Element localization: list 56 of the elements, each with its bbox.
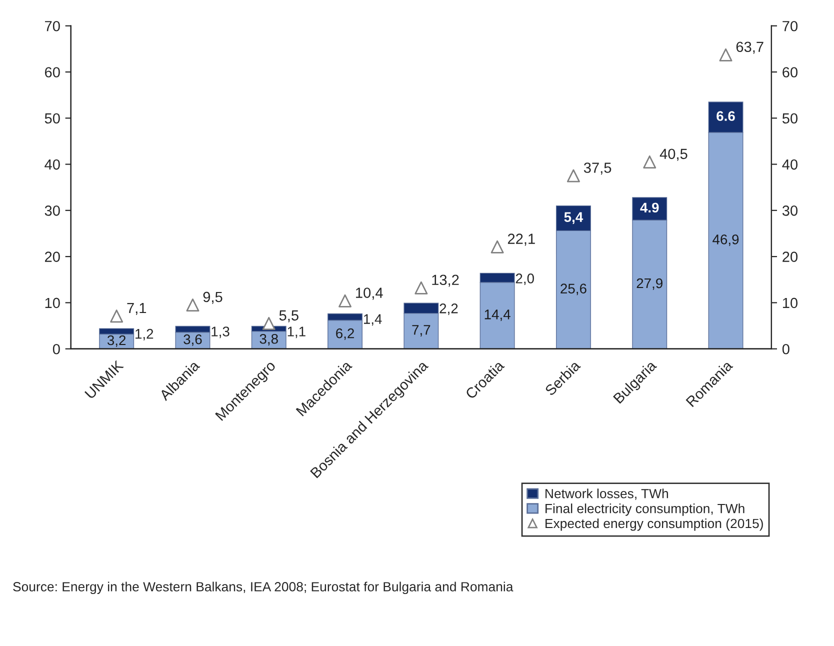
data-label: 7,7 bbox=[412, 325, 430, 336]
data-label: 3,8 bbox=[260, 334, 278, 346]
y-tick-label: 30 bbox=[44, 206, 60, 216]
data-label: 40,5 bbox=[660, 148, 688, 161]
data-label: 1,2 bbox=[136, 328, 154, 340]
data-label: 7,1 bbox=[127, 303, 146, 315]
y2-tick-label: 20 bbox=[782, 252, 798, 262]
data-label: 37,5 bbox=[584, 162, 612, 175]
y-tick-label: 70 bbox=[45, 20, 60, 32]
data-label: 14,4 bbox=[484, 310, 510, 321]
data-label: 2,0 bbox=[516, 274, 534, 286]
data-label: 1,3 bbox=[212, 326, 230, 338]
data-label: 22,1 bbox=[508, 234, 535, 246]
source-note: Source: Energy in the Western Balkans, IEA 2008; Eurostat for Bulgaria and Romania bbox=[13, 582, 514, 594]
data-label: 13,2 bbox=[432, 274, 459, 287]
y-tick-label: 20 bbox=[44, 252, 60, 262]
point bbox=[186, 298, 200, 312]
point bbox=[643, 155, 656, 168]
point bbox=[719, 48, 732, 62]
legend-label: Final electricity consumption, TWh bbox=[546, 504, 744, 516]
y2-tick-label: 30 bbox=[782, 206, 798, 216]
data-label: 5,5 bbox=[279, 310, 298, 322]
point bbox=[414, 281, 428, 294]
y2-tick-label: 0 bbox=[782, 344, 790, 354]
y2-tick-label: 40 bbox=[782, 159, 798, 170]
data-label: 1,4 bbox=[364, 314, 382, 326]
point bbox=[490, 240, 504, 254]
point bbox=[262, 316, 276, 330]
data-label: 3,6 bbox=[184, 334, 202, 346]
y-tick-label: 60 bbox=[44, 67, 60, 78]
data-label: 6.6 bbox=[716, 111, 735, 121]
data-label: 2,2 bbox=[440, 304, 458, 315]
point bbox=[566, 169, 580, 182]
y2-tick-label: 60 bbox=[782, 67, 798, 78]
data-label: 27,9 bbox=[636, 278, 662, 290]
data-label: 6,2 bbox=[336, 328, 354, 340]
y2-tick-label: 50 bbox=[782, 113, 798, 124]
y-tick-label: 0 bbox=[52, 344, 60, 354]
legend-label: Expected energy consumption (2015) bbox=[546, 518, 763, 531]
data-label: 25,6 bbox=[560, 284, 586, 296]
data-label: 3,2 bbox=[107, 335, 126, 347]
data-label: 5,4 bbox=[564, 212, 584, 224]
data-label: 10,4 bbox=[356, 288, 383, 300]
point bbox=[338, 294, 352, 308]
data-label: 4.9 bbox=[640, 202, 659, 213]
y2-tick-label: 10 bbox=[782, 298, 798, 308]
y-tick-label: 50 bbox=[44, 113, 60, 124]
data-label: 63,7 bbox=[736, 42, 764, 54]
legend-label: Network losses, TWh bbox=[546, 488, 668, 500]
y-tick-label: 10 bbox=[45, 298, 60, 308]
data-label: 1,1 bbox=[288, 326, 306, 338]
y2-tick-label: 70 bbox=[782, 20, 798, 32]
data-label: 9,5 bbox=[203, 292, 222, 304]
y-tick-label: 40 bbox=[44, 159, 60, 170]
point bbox=[110, 310, 124, 323]
data-label: 46,9 bbox=[712, 234, 739, 246]
